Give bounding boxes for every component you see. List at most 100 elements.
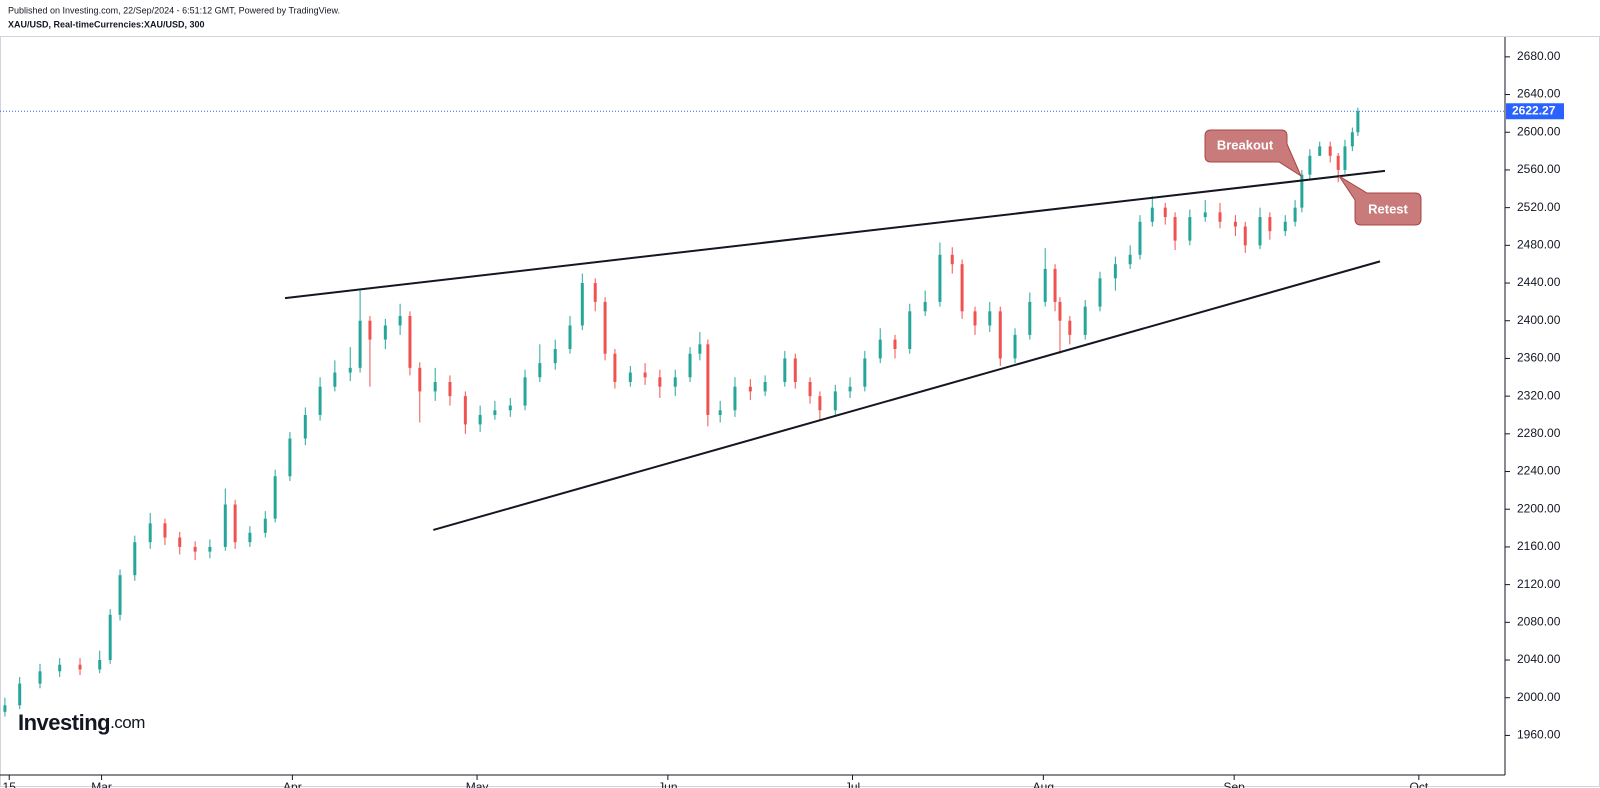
candle-body: [973, 311, 977, 326]
x-tick-label: Sep: [1223, 780, 1245, 788]
candle-body: [593, 283, 597, 302]
candle-body: [493, 410, 497, 415]
callout-label: Retest: [1368, 201, 1408, 216]
candle-body: [1043, 268, 1047, 302]
candle-body: [1013, 334, 1017, 359]
candle-body: [763, 381, 767, 392]
y-tick-label: 2480.00: [1517, 238, 1561, 252]
candle-body: [398, 316, 402, 326]
candle-body: [793, 358, 797, 382]
y-tick-label: 2160.00: [1517, 539, 1561, 553]
y-tick-label: 1960.00: [1517, 728, 1561, 742]
candle-body: [248, 532, 252, 543]
candle-body: [748, 386, 752, 392]
candle-body: [960, 264, 964, 312]
x-tick-label: May: [466, 780, 489, 788]
candle-body: [938, 254, 942, 302]
candle-body: [433, 381, 437, 392]
candle-body: [1128, 254, 1132, 265]
candle-body: [318, 386, 322, 415]
candle-body: [163, 523, 167, 538]
trend-line: [433, 260, 1381, 531]
candle-body: [1336, 155, 1340, 170]
y-tick-label: 2200.00: [1517, 501, 1561, 515]
candle-body: [628, 372, 632, 382]
candle-body: [348, 367, 352, 373]
candle-body: [988, 311, 992, 326]
x-tick-label: Jun: [658, 780, 677, 788]
candle-body: [673, 377, 677, 387]
candle-body: [1188, 217, 1192, 241]
last-price-tag: [1506, 103, 1564, 120]
candle-body: [1268, 217, 1272, 232]
candle-body: [273, 476, 277, 519]
candle-body: [1138, 221, 1142, 255]
candle-body: [818, 396, 822, 411]
candle-body: [1300, 174, 1304, 208]
candle-body: [878, 339, 882, 359]
candle-body: [193, 546, 197, 552]
candle-body: [1163, 207, 1167, 218]
candle-body: [893, 339, 897, 350]
candle-body: [658, 377, 662, 387]
candle-body: [733, 386, 737, 411]
candle-body: [568, 325, 572, 350]
candle-body: [1243, 226, 1247, 246]
logo-suffix: .com: [110, 713, 145, 732]
published-note: Published on Investing.com, 22/Sep/2024 …: [8, 5, 340, 15]
logo-main: Investing: [18, 710, 110, 735]
candle-body: [288, 438, 292, 477]
x-tick-label: Aug: [1033, 780, 1054, 788]
y-tick-label: 2320.00: [1517, 388, 1561, 402]
candle-body: [263, 518, 267, 533]
candle-body: [1356, 111, 1360, 133]
candle-body: [148, 523, 152, 543]
y-tick-label: 2000.00: [1517, 690, 1561, 704]
x-tick-label: Oct: [1409, 780, 1428, 788]
last-price-label: 2622.27: [1512, 103, 1556, 117]
candle-body: [1098, 278, 1102, 307]
candle-body: [603, 301, 607, 354]
y-tick-label: 2400.00: [1517, 313, 1561, 327]
x-tick-label: 15: [3, 780, 17, 788]
candle-body: [383, 325, 387, 340]
candle-body: [908, 311, 912, 350]
y-tick-label: 2520.00: [1517, 200, 1561, 214]
candle-body: [1218, 212, 1222, 222]
candle-body: [358, 320, 362, 368]
candle-body: [1308, 155, 1312, 175]
candle-body: [808, 381, 812, 397]
candle-body: [1068, 320, 1072, 335]
callout-label: Breakout: [1217, 137, 1274, 152]
candle-body: [463, 396, 467, 425]
candle-body: [478, 414, 482, 425]
candle-body: [368, 320, 372, 340]
candle-body: [1293, 207, 1297, 222]
candle-body: [1053, 268, 1057, 302]
candle-body: [1203, 212, 1207, 218]
candle-body: [688, 353, 692, 378]
y-tick-label: 2680.00: [1517, 49, 1561, 63]
y-tick-label: 2280.00: [1517, 426, 1561, 440]
candle-body: [108, 614, 112, 661]
candle-body: [1318, 146, 1322, 156]
candle-body: [1350, 132, 1354, 147]
candle-body: [58, 664, 62, 672]
candle-body: [508, 405, 512, 411]
callout-box: [1204, 129, 1303, 178]
candle-body: [1083, 306, 1087, 335]
marks: [0, 107, 1505, 717]
candle-body: [580, 283, 584, 326]
candle-body: [1343, 146, 1347, 170]
candle-body: [698, 344, 702, 354]
y-tick-label: 2600.00: [1517, 124, 1561, 138]
logo: Investing.com: [18, 710, 145, 735]
x-tick-label: Apr: [283, 780, 302, 788]
candle-body: [998, 311, 1002, 359]
candle-body: [223, 504, 227, 547]
candle-body: [553, 349, 557, 364]
candle-body: [1233, 221, 1237, 227]
candle-body: [418, 367, 422, 392]
callout-box: [1338, 175, 1422, 226]
